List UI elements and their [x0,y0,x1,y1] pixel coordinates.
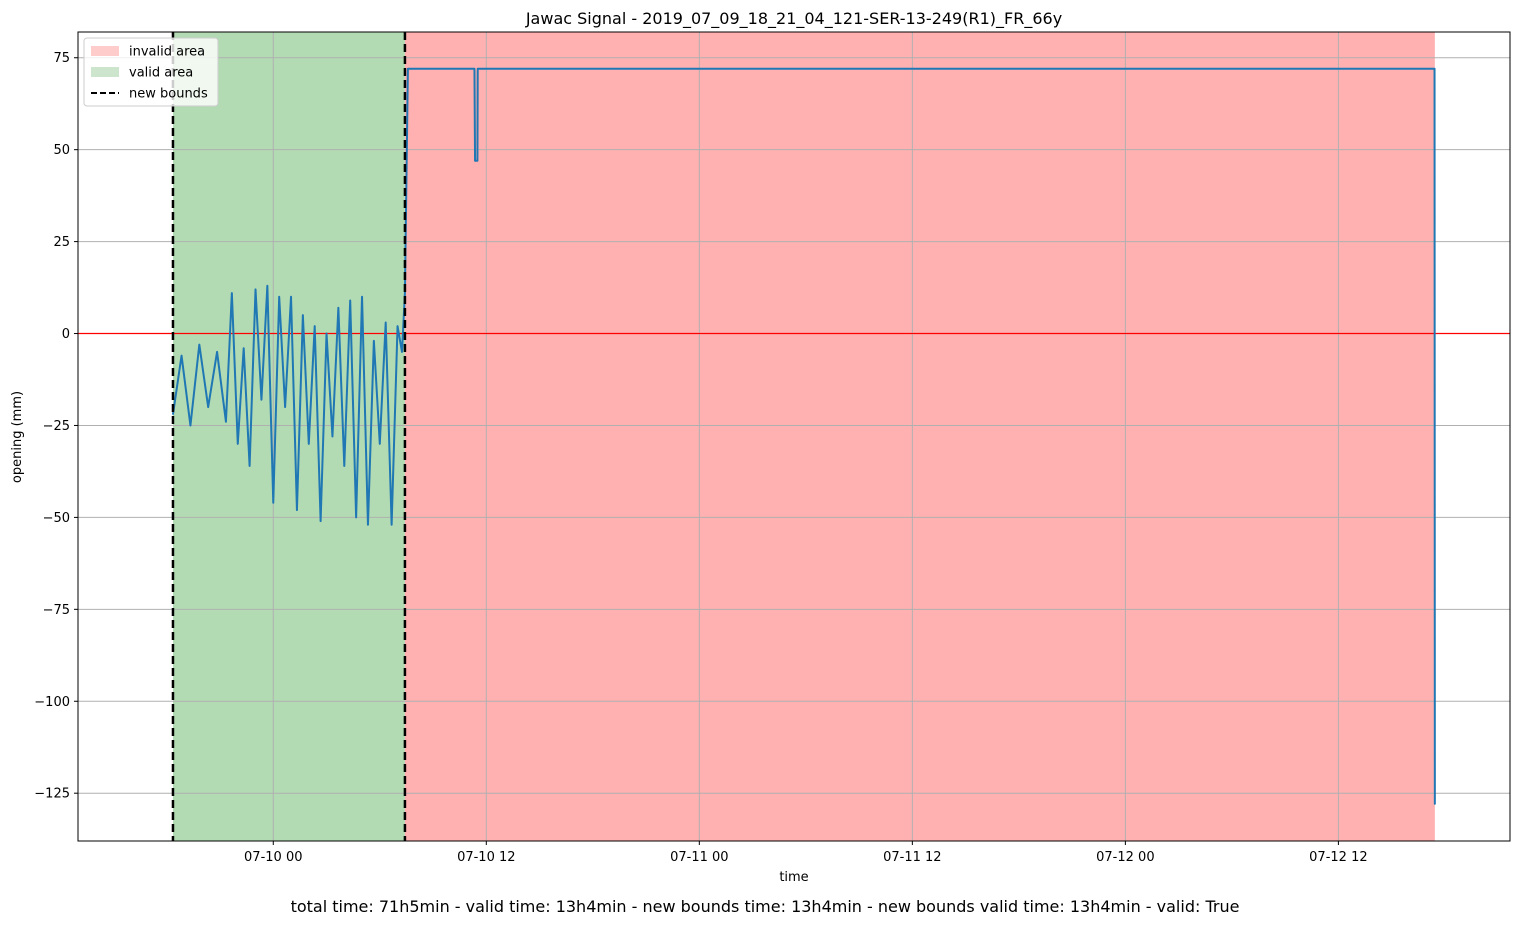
region-layer [172,32,1435,841]
data-point [337,307,339,309]
legend: invalid area valid area new bounds [83,37,219,107]
data-point [404,292,406,294]
data-point [189,424,192,427]
x-tick-label: 07-10 12 [457,850,515,865]
data-point [396,325,399,327]
data-point [349,299,351,302]
plot-frame [77,31,1511,842]
legend-label: valid area [129,66,193,81]
data-point [391,524,393,526]
data-point [325,332,328,335]
legend-swatch [91,46,119,56]
y-tick-label: 25 [53,235,70,250]
x-tick-label: 07-11 00 [670,850,728,865]
summary-text: total time: 71h5min - valid time: 13h4mi… [290,897,1240,916]
chart-title: Jawac Signal - 2019_07_09_18_21_04_121-S… [525,9,1062,29]
data-point [284,406,286,408]
y-tick-label: −25 [43,419,70,434]
data-point [401,351,403,353]
y-tick-label: −125 [34,787,70,802]
y-tick-label: −100 [34,695,70,710]
y-axis: 75 50 25 0 −25 −50 −75 −100 −125 [34,51,78,802]
data-point [373,340,375,342]
data-point [180,355,183,357]
data-point [225,421,227,423]
x-tick-label: 07-10 00 [244,850,302,865]
data-point [207,406,209,408]
x-tick-label: 07-11 12 [883,850,941,865]
data-point [314,325,316,327]
x-axis-label: time [779,870,808,885]
y-tick-label: 0 [62,327,70,342]
y-axis-label: opening (mm) [10,391,25,483]
data-point [407,68,409,70]
data-point [379,443,381,445]
data-point [320,520,322,522]
data-point [355,516,357,519]
data-point [385,321,387,324]
data-point [237,443,239,445]
data-point [343,465,345,467]
data-point [477,68,479,70]
data-point [361,296,363,298]
y-tick-label: −50 [43,511,70,526]
data-point [290,296,292,298]
data-point [249,465,251,467]
data-point [266,285,268,287]
legend-swatch [91,67,119,77]
data-point [243,347,245,349]
data-point [1433,68,1436,70]
x-tick-label: 07-12 00 [1096,850,1154,865]
data-point [473,68,476,70]
data-point [1434,803,1436,805]
data-point [278,296,280,298]
data-point [260,399,263,401]
y-tick-label: 75 [53,51,70,66]
y-tick-label: −75 [43,603,70,618]
region-invalid-area [404,32,1435,841]
legend-label: invalid area [129,45,205,60]
data-point [231,292,233,294]
data-point [474,160,476,162]
x-axis: 07-10 00 07-10 12 07-11 00 07-11 12 07-12 00… [244,841,1368,865]
data-point [302,314,304,316]
data-point [367,524,369,526]
data-point [476,160,479,162]
data-point [198,343,200,346]
data-point [272,502,274,504]
data-point [254,288,257,291]
data-point [216,351,218,353]
y-tick-label: 50 [53,143,70,158]
data-point [308,443,310,445]
x-tick-label: 07-12 12 [1309,850,1367,865]
legend-label: new bounds [129,87,208,102]
data-point [172,413,174,416]
data-point [331,435,334,438]
data-point [296,509,298,511]
bounds-layer [171,32,407,841]
